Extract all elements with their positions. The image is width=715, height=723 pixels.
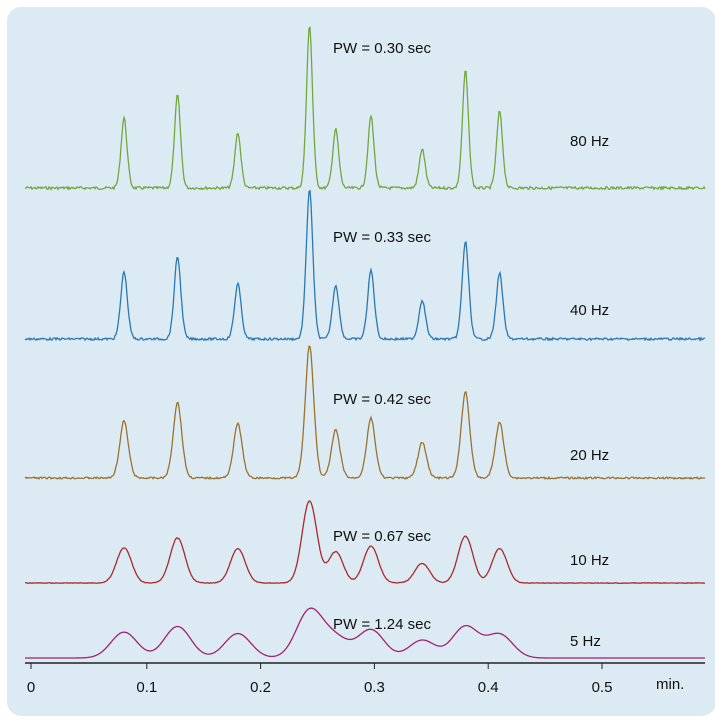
x-tick-label: 0.1 <box>136 679 157 696</box>
peak-width-label: PW = 0.30 sec <box>333 40 431 57</box>
series-name-label: 20 Hz <box>570 447 609 464</box>
x-tick-label: 0.3 <box>364 679 385 696</box>
x-tick-label: 0.5 <box>592 679 613 696</box>
trace-40-hz <box>24 189 706 342</box>
x-axis-label: min. <box>656 676 684 693</box>
peak-width-label: PW = 0.42 sec <box>333 391 431 408</box>
peak-width-label: PW = 0.33 sec <box>333 229 431 246</box>
trace-80-hz <box>24 26 706 192</box>
x-axis: 0 0.1 0.2 0.3 0.4 0.5 min. <box>25 662 705 696</box>
trace-5-hz <box>25 607 705 659</box>
x-tick-label: 0.2 <box>250 679 271 696</box>
traces-group: PW = 0.30 sec 80 Hz PW = 0.33 sec 40 Hz PW =… <box>24 26 706 659</box>
series-name-label: 40 Hz <box>570 302 609 319</box>
series-name-label: 10 Hz <box>570 552 609 569</box>
x-tick-label: 0.4 <box>478 679 499 696</box>
series-name-label: 5 Hz <box>570 633 601 650</box>
trace-10-hz <box>24 500 706 585</box>
peak-width-label: PW = 1.24 sec <box>333 616 431 633</box>
trace-20-hz <box>24 345 706 481</box>
peak-width-label: PW = 0.67 sec <box>333 528 431 545</box>
x-tick-label: 0 <box>27 679 35 696</box>
series-name-label: 80 Hz <box>570 133 609 150</box>
x-axis-ticks: 0 0.1 0.2 0.3 0.4 0.5 <box>27 663 613 696</box>
